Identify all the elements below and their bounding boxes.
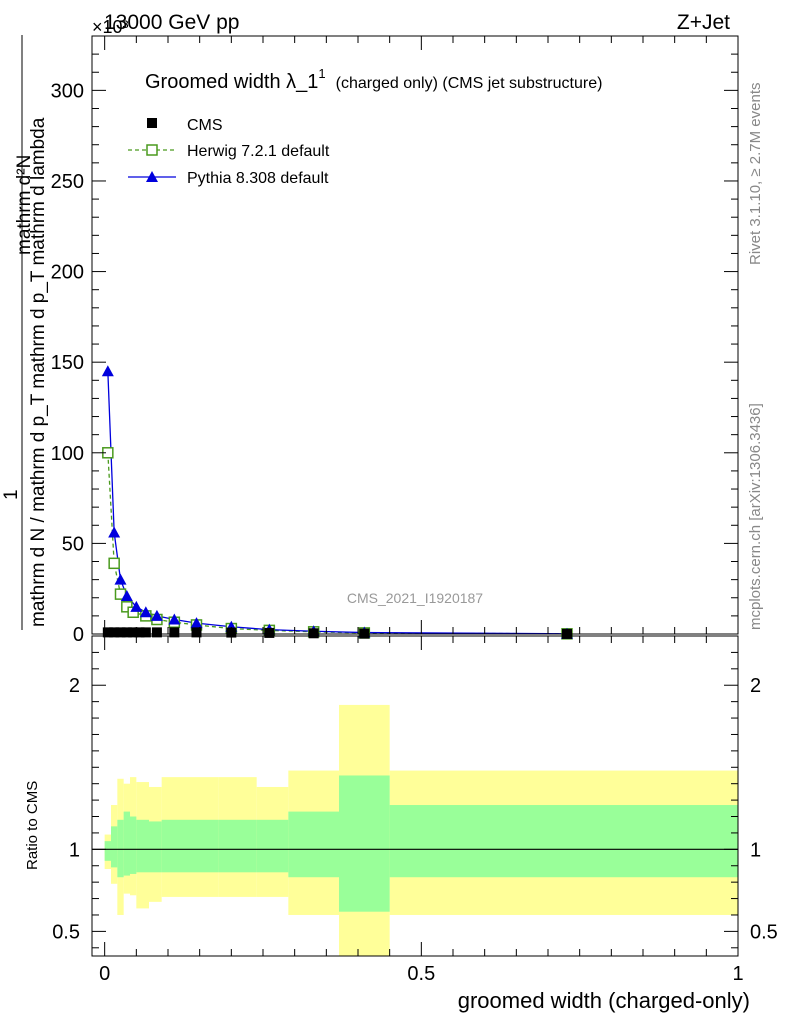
legend-label-cms: CMS bbox=[187, 117, 223, 134]
legend-label-herwig: Herwig 7.2.1 default bbox=[187, 143, 330, 160]
ratio-y-tick-label: 2 bbox=[69, 675, 80, 697]
y-label-numerator: 1 bbox=[1, 489, 22, 500]
y-label-top: mathrm d²N bbox=[14, 155, 35, 255]
analysis-watermark: CMS_2021_I1920187 bbox=[347, 590, 483, 606]
pythia-point bbox=[168, 613, 181, 625]
legend: CMS Herwig 7.2.1 default Pythia 8.308 de… bbox=[128, 117, 330, 187]
ratio-y-axis: 0.5 0.5 1 1 2 2 bbox=[52, 651, 778, 949]
cms-point bbox=[128, 627, 139, 638]
main-plot-marks bbox=[101, 365, 573, 640]
pythia-point bbox=[190, 617, 203, 629]
legend-marker-pythia bbox=[146, 171, 158, 182]
chart-title: Groomed width λ_11 (charged only) (CMS je… bbox=[145, 66, 602, 93]
ratio-y-tick-label-right: 0.5 bbox=[750, 921, 778, 943]
main-y-axis: 0 50 100 150 200 250 300 bbox=[51, 35, 738, 646]
ratio-stat-band bbox=[136, 819, 149, 873]
x-tick-label: 1 bbox=[732, 963, 743, 985]
main-y-tick-label: 300 bbox=[51, 80, 84, 102]
ratio-stat-band bbox=[288, 811, 339, 878]
exponent-label: ×10³ bbox=[92, 17, 129, 37]
x-tick-label: 0.5 bbox=[407, 963, 435, 985]
mcplots-label: mcplots.cern.ch [arXiv:1306.3436] bbox=[747, 403, 764, 630]
rivet-label: Rivet 3.1.10, ≥ 2.7M events bbox=[747, 83, 764, 266]
chart-title-sup: 1 bbox=[318, 66, 325, 81]
herwig-point bbox=[108, 557, 120, 570]
main-x-ticks bbox=[104, 36, 739, 634]
cms-point bbox=[308, 628, 319, 639]
ratio-stat-band bbox=[256, 819, 289, 873]
ratio-stat-band bbox=[130, 816, 137, 874]
pythia-point bbox=[101, 365, 114, 377]
cms-point bbox=[109, 627, 120, 638]
cms-point bbox=[191, 627, 202, 638]
main-y-tick-label: 200 bbox=[51, 262, 84, 284]
pythia-point bbox=[120, 589, 133, 601]
ratio-y-label: Ratio to CMS bbox=[24, 781, 41, 870]
cms-point bbox=[115, 627, 126, 638]
cms-point bbox=[134, 627, 145, 638]
cms-point bbox=[151, 627, 162, 638]
ratio-y-tick-label-right: 1 bbox=[750, 839, 761, 861]
legend-label-pythia: Pythia 8.308 default bbox=[187, 170, 329, 187]
ratio-stat-band bbox=[117, 819, 124, 878]
ratio-stat-band bbox=[218, 819, 257, 873]
main-y-tick-label: 100 bbox=[51, 443, 84, 465]
ratio-stat-band bbox=[123, 811, 130, 876]
main-y-tick-label: 150 bbox=[51, 352, 84, 374]
ratio-x-axis: 0 0.5 1 bbox=[99, 636, 744, 985]
main-plot-panel: 0 50 100 150 200 250 300 bbox=[51, 35, 739, 646]
pythia-point bbox=[139, 606, 152, 618]
main-y-tick-label: 50 bbox=[62, 533, 84, 555]
cms-point bbox=[102, 627, 113, 638]
cms-point bbox=[140, 627, 151, 638]
chart-title-main: Groomed width λ_1 bbox=[145, 71, 318, 93]
ratio-stat-band bbox=[104, 841, 111, 861]
ratio-stat-band bbox=[389, 805, 738, 878]
ratio-stat-band bbox=[187, 819, 219, 873]
ratio-stat-band bbox=[339, 775, 390, 912]
ratio-y-tick-label-right: 2 bbox=[750, 675, 761, 697]
ratio-plot-marks bbox=[92, 704, 738, 956]
x-tick-label: 0 bbox=[99, 963, 110, 985]
y-label-denominator: mathrm d N / mathrm d p_T mathrm d p_T m… bbox=[28, 117, 49, 627]
ratio-plot-frame bbox=[91, 635, 739, 957]
ratio-y-tick-label: 0.5 bbox=[52, 921, 80, 943]
process-label: Z+Jet bbox=[677, 11, 730, 34]
main-y-tick-label: 0 bbox=[73, 624, 84, 646]
pythia-point bbox=[114, 573, 127, 585]
main-plot-frame bbox=[91, 35, 739, 635]
pythia-line bbox=[107, 371, 568, 635]
cms-point bbox=[169, 627, 180, 638]
cms-point bbox=[264, 627, 275, 638]
pythia-point bbox=[108, 526, 121, 538]
ratio-stat-band bbox=[161, 819, 187, 873]
energy-label: 13000 GeV pp bbox=[104, 11, 239, 34]
ratio-plot-panel: 0.5 0.51 12 2 0 0.5 1 bbox=[52, 635, 778, 985]
ratio-y-tick-label: 1 bbox=[69, 839, 80, 861]
ratio-stat-band bbox=[149, 821, 162, 873]
chart-title-note: (charged only) (CMS jet substructure) bbox=[336, 75, 603, 92]
pythia-point bbox=[150, 609, 163, 621]
herwig-line bbox=[107, 452, 568, 635]
ratio-stat-band bbox=[111, 826, 118, 868]
x-axis-label: groomed width (charged-only) bbox=[458, 988, 750, 1013]
legend-marker-cms bbox=[147, 118, 157, 128]
cms-point bbox=[121, 627, 132, 638]
pythia-point bbox=[130, 600, 143, 612]
legend-marker-herwig bbox=[146, 144, 158, 156]
main-y-tick-label: 250 bbox=[51, 171, 84, 193]
